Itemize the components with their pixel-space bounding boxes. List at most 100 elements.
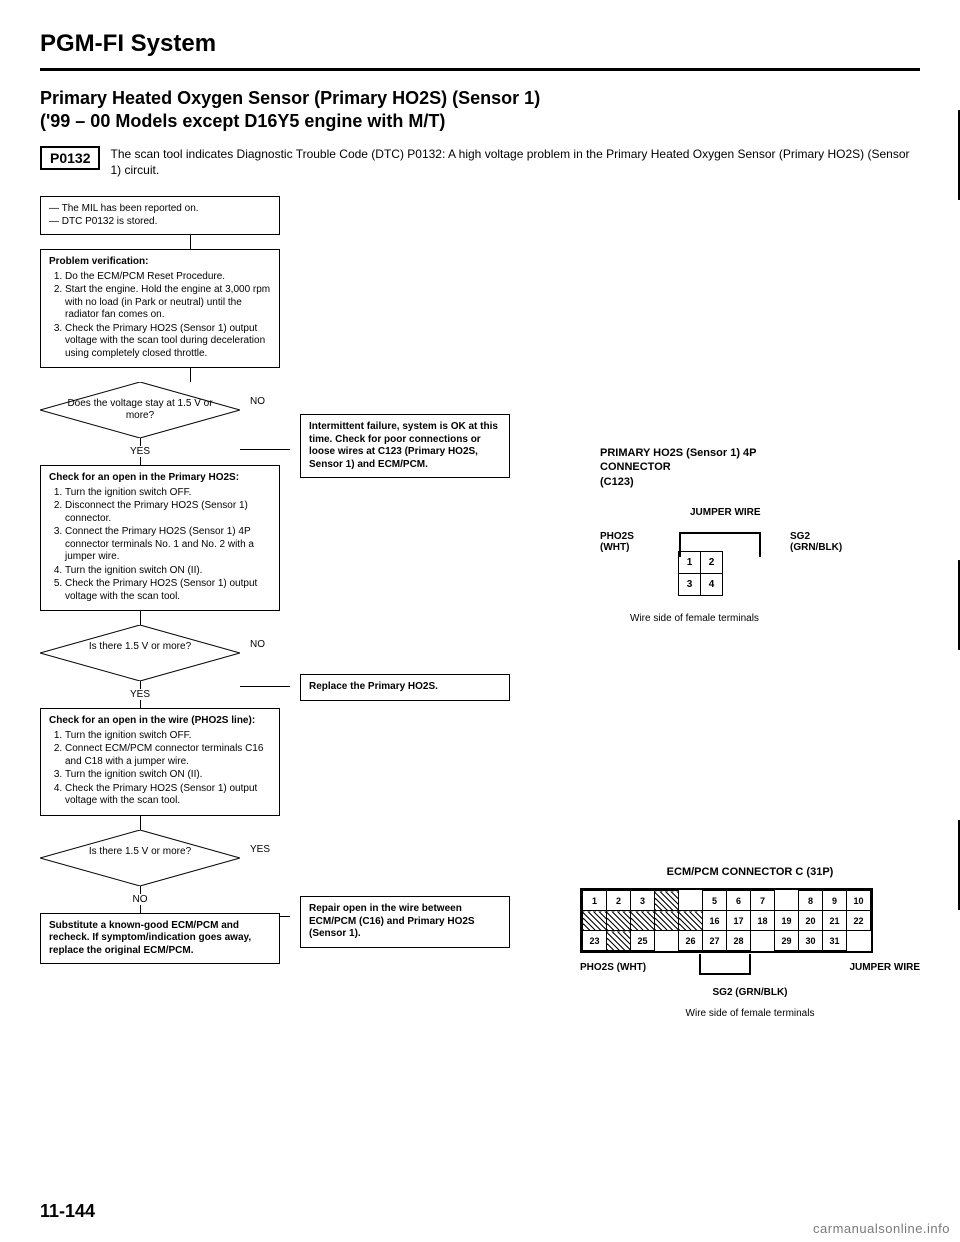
yes-label: YES xyxy=(40,689,240,700)
verification-list: Do the ECM/PCM Reset Procedure. Start th… xyxy=(49,271,271,361)
list-item: Disconnect the Primary HO2S (Sensor 1) c… xyxy=(65,500,271,525)
pin-cell: 2 xyxy=(701,552,723,574)
decision-2: Is there 1.5 V or more? NO xyxy=(40,625,340,681)
flowchart: — The MIL has been reported on. — DTC P0… xyxy=(40,196,340,964)
list-item: Check the Primary HO2S (Sensor 1) output… xyxy=(65,783,271,808)
pin-cell: 2 xyxy=(607,891,631,911)
pin-cell: 27 xyxy=(703,931,727,951)
list-item: Turn the ignition switch ON (II). xyxy=(65,769,271,782)
mil-line1: — The MIL has been reported on. xyxy=(49,203,271,216)
pin-cell: 4 xyxy=(701,574,723,596)
list-item: Turn the ignition switch OFF. xyxy=(65,730,271,743)
pho2s-wht-label: PHO2S (WHT) xyxy=(580,962,646,973)
arrow-line xyxy=(240,449,290,450)
connector-line xyxy=(140,816,141,830)
yes-label: YES xyxy=(250,844,270,855)
decision-2-text: Is there 1.5 V or more? xyxy=(62,641,218,653)
section-title-line1: Primary Heated Oxygen Sensor (Primary HO… xyxy=(40,88,540,108)
flow-box-check-wire: Check for an open in the wire (PHO2S lin… xyxy=(40,708,280,816)
jumper-wire-diagram: JUMPER WIRE PHO2S(WHT) SG2(GRN/BLK) 12 3… xyxy=(600,507,900,647)
flow-box-mil: — The MIL has been reported on. — DTC P0… xyxy=(40,196,280,235)
check-open-title: Check for an open in the Primary HO2S: xyxy=(49,472,239,483)
pin-cell: 3 xyxy=(631,891,655,911)
connector-label: PRIMARY HO2S (Sensor 1) 4P CONNECTOR (C1… xyxy=(600,446,900,489)
flow-box-check-open-ho2s: Check for an open in the Primary HO2S: T… xyxy=(40,465,280,611)
pin-cell: 17 xyxy=(727,911,751,931)
connector-line xyxy=(140,681,141,689)
pin-cell: 3 xyxy=(679,574,701,596)
pin-cell: 6 xyxy=(727,891,751,911)
list-item: Turn the ignition switch OFF. xyxy=(65,487,271,500)
dtc-row: P0132 The scan tool indicates Diagnostic… xyxy=(40,146,920,178)
grid-gap xyxy=(775,891,799,911)
connector-line xyxy=(140,905,141,913)
result-repair-wire: Repair open in the wire between ECM/PCM … xyxy=(300,896,510,948)
section-title: Primary Heated Oxygen Sensor (Primary HO… xyxy=(40,87,920,134)
dtc-description: The scan tool indicates Diagnostic Troub… xyxy=(110,146,920,178)
section-title-line2: ('99 – 00 Models except D16Y5 engine wit… xyxy=(40,111,445,131)
check-wire-list: Turn the ignition switch OFF. Connect EC… xyxy=(49,730,271,808)
pin-cell: 31 xyxy=(823,931,847,951)
pin-cell: 28 xyxy=(727,931,751,951)
dtc-code-box: P0132 xyxy=(40,146,100,170)
list-item: Check the Primary HO2S (Sensor 1) output… xyxy=(65,578,271,603)
decision-3-text: Is there 1.5 V or more? xyxy=(62,846,218,858)
pin-cell: 9 xyxy=(823,891,847,911)
pin-cell: 20 xyxy=(799,911,823,931)
no-label: NO xyxy=(40,894,240,905)
connector-line xyxy=(190,368,191,382)
connector-line xyxy=(140,886,141,894)
pin-cell: 7 xyxy=(751,891,775,911)
pin-cell: 30 xyxy=(799,931,823,951)
decision-3: Is there 1.5 V or more? YES xyxy=(40,830,340,886)
page-number: 11-144 xyxy=(40,1201,95,1222)
pin-cell-blank xyxy=(631,911,655,931)
pin-cell-blank xyxy=(655,891,679,911)
list-item: Connect ECM/PCM connector terminals C16 … xyxy=(65,743,271,768)
connector-line xyxy=(190,235,191,249)
pin-cell: 22 xyxy=(847,911,871,931)
verification-title: Problem verification: xyxy=(49,256,148,267)
ecm-title: ECM/PCM CONNECTOR C (31P) xyxy=(580,866,920,878)
jumper-wire-label: JUMPER WIRE xyxy=(690,507,761,518)
grid-gap xyxy=(751,931,775,951)
grid-gap xyxy=(679,891,703,911)
substitute-text: Substitute a known-good ECM/PCM and rech… xyxy=(49,920,251,956)
pin-cell: 1 xyxy=(679,552,701,574)
pin-cell: 25 xyxy=(631,931,655,951)
ecm-connector-section: ECM/PCM CONNECTOR C (31P) 1 2 3 5 6 7 8 … xyxy=(580,866,920,1019)
pin-cell-blank xyxy=(607,911,631,931)
conn-label-l2: CONNECTOR xyxy=(600,461,671,473)
result-replace-text: Replace the Primary HO2S. xyxy=(309,681,438,692)
conn-label-l3: (C123) xyxy=(600,476,634,488)
check-open-list: Turn the ignition switch OFF. Disconnect… xyxy=(49,487,271,604)
result-intermittent-text: Intermittent failure, system is OK at th… xyxy=(309,421,498,470)
content-area: — The MIL has been reported on. — DTC P0… xyxy=(40,196,920,1116)
terminals-caption: Wire side of female terminals xyxy=(630,613,759,624)
pin-cell: 1 xyxy=(583,891,607,911)
pin-cell: 23 xyxy=(583,931,607,951)
no-label: NO xyxy=(250,639,265,650)
decision-1: Does the voltage stay at 1.5 V or more? … xyxy=(40,382,340,438)
pin-cell-blank xyxy=(655,911,679,931)
pin-cell: 18 xyxy=(751,911,775,931)
pin-cell: 19 xyxy=(775,911,799,931)
decision-1-text: Does the voltage stay at 1.5 V or more? xyxy=(62,398,218,422)
pin-cell: 26 xyxy=(679,931,703,951)
yes-label: YES xyxy=(40,446,240,457)
divider xyxy=(40,68,920,71)
watermark: carmanualsonline.info xyxy=(813,1221,950,1236)
pin-cell: 8 xyxy=(799,891,823,911)
no-label: NO xyxy=(250,396,265,407)
flow-box-verification: Problem verification: Do the ECM/PCM Res… xyxy=(40,249,280,368)
mil-line2: — DTC P0132 is stored. xyxy=(49,216,271,229)
terminals-caption: Wire side of female terminals xyxy=(580,1008,920,1019)
conn-label-l1: PRIMARY HO2S (Sensor 1) 4P xyxy=(600,447,757,459)
pin-cell: 29 xyxy=(775,931,799,951)
pin-cell: 10 xyxy=(847,891,871,911)
system-title: PGM-FI System xyxy=(40,30,920,58)
connector-line xyxy=(140,457,141,465)
list-item: Do the ECM/PCM Reset Procedure. xyxy=(65,271,271,284)
connector-line xyxy=(140,700,141,708)
jumper-wire-label: JUMPER WIRE xyxy=(849,962,920,973)
